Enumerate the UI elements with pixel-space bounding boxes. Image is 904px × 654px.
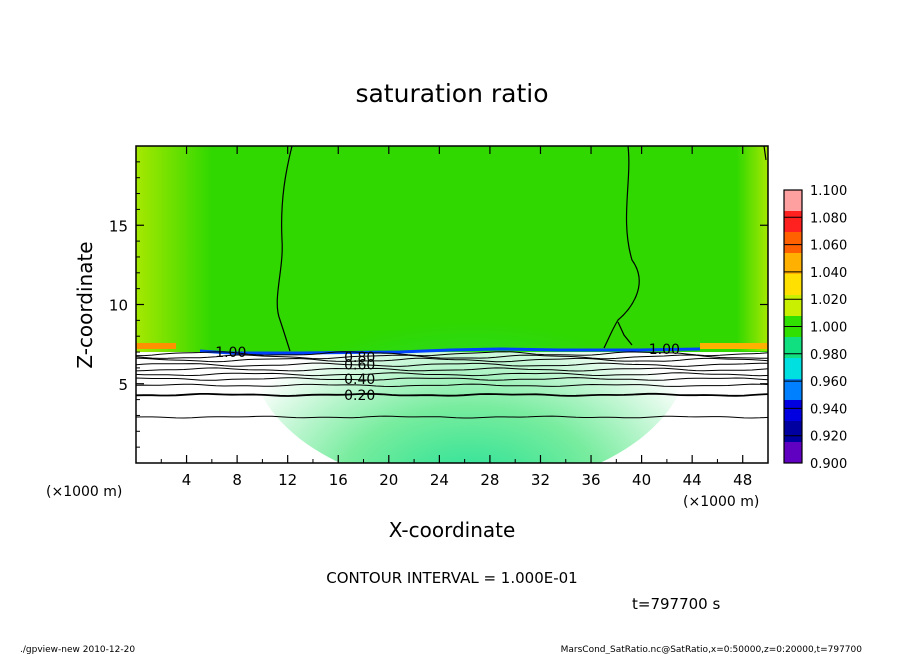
chart-title: saturation ratio [355, 79, 548, 108]
y-tick-label-10: 10 [109, 297, 128, 315]
colorbar-swatch-1 [784, 211, 802, 233]
time-stamp: t=797700 s [632, 595, 720, 613]
contour-line-z-6.7 [136, 354, 768, 360]
colorbar-label-0: 1.100 [810, 184, 847, 199]
contour-line-z-6.9 [136, 351, 768, 357]
x-tick-label-4: 4 [182, 471, 192, 489]
colorbar-swatch-7 [784, 337, 802, 359]
contour-label-0: 1.00 [215, 345, 246, 361]
x-tick-label-24: 24 [430, 471, 449, 489]
colorbar-swatch-10 [784, 400, 802, 422]
x-tick-label-28: 28 [480, 471, 499, 489]
contour-label-1: 1.00 [649, 342, 680, 358]
contour-interval: CONTOUR INTERVAL = 1.000E-01 [326, 569, 577, 587]
colorbar-swatch-12 [784, 442, 802, 464]
colorbar-swatch-4 [784, 274, 802, 296]
colorbar: 1.100 1.080 1.060 1.040 1.020 1.000 0.980 0.960… [783, 184, 847, 472]
x-tick-label-48: 48 [733, 471, 752, 489]
x-tick-label-12: 12 [278, 471, 297, 489]
colorbar-swatch-3 [784, 253, 802, 275]
contour-lines [136, 351, 768, 419]
contour-label-5: 0.20 [344, 388, 375, 404]
colorbar-label-6: 0.980 [810, 348, 847, 363]
contour-line-z-5.9 [136, 367, 768, 372]
contour-line-edge [763, 146, 767, 161]
contour-line-z-4.9 [136, 383, 768, 388]
right-edge-high-band [700, 343, 768, 349]
contour-line-1-left [276, 146, 293, 352]
y-tick-label-5: 5 [118, 376, 128, 394]
colorbar-label-8: 0.940 [810, 402, 847, 417]
contour-line-z-6.5 [136, 357, 768, 363]
contour-label-2: 0.80 [344, 350, 375, 366]
contour-line-spike [617, 321, 633, 346]
colorbar-label-2: 1.060 [810, 239, 847, 254]
contour-line-z-5.3 [136, 377, 768, 381]
colorbar-label-5: 1.000 [810, 321, 847, 336]
plot-area [136, 146, 768, 463]
footer-left: ./gpview-new 2010-12-20 [20, 645, 135, 654]
blue-boundary-band [199, 347, 701, 355]
colorbar-label-4: 1.020 [810, 293, 847, 308]
contour-line-z-4.3 [136, 392, 768, 397]
contour-line-z-5.6 [136, 372, 768, 377]
x-axis-label: X-coordinate [389, 518, 516, 542]
contour-label-3: 0.60 [344, 358, 375, 374]
center-undersaturated-region [250, 210, 690, 463]
colorbar-label-3: 1.040 [810, 266, 847, 281]
footer-right: MarsCond_SatRatio.nc@SatRatio,x=0:50000,… [561, 645, 863, 654]
left-edge-high-band [136, 343, 176, 349]
colorbar-label-9: 0.920 [810, 430, 847, 445]
contour-line-1-right [603, 146, 640, 349]
x-tick-label-8: 8 [232, 471, 242, 489]
y-tick-label-15: 15 [109, 217, 128, 235]
x-tick-label-36: 36 [581, 471, 600, 489]
colorbar-swatch-5 [784, 295, 802, 317]
x-tick-label-40: 40 [632, 471, 651, 489]
contour-labels: 1.00 1.00 0.800.600.400.20 [215, 342, 680, 404]
x-tick-label-44: 44 [683, 471, 702, 489]
colorbar-swatch-11 [784, 421, 802, 443]
x-tick-label-16: 16 [329, 471, 348, 489]
y-axis-label: Z-coordinate [73, 241, 97, 368]
contour-label-4: 0.40 [344, 372, 375, 388]
contour-line-z-2.9 [136, 415, 768, 419]
colorbar-swatch-9 [784, 379, 802, 401]
x-tick-label-20: 20 [379, 471, 398, 489]
colorbar-label-1: 1.080 [810, 211, 847, 226]
x-tick-label-32: 32 [531, 471, 550, 489]
contour-line-z-6.2 [136, 362, 768, 367]
x-unit-right: (×1000 m) [683, 494, 759, 510]
colorbar-swatch-2 [784, 232, 802, 254]
colorbar-swatch-8 [784, 358, 802, 380]
colorbar-swatch-0 [784, 190, 802, 212]
x-unit-left: (×1000 m) [46, 484, 122, 500]
colorbar-label-7: 0.960 [810, 375, 847, 390]
colorbar-label-10: 0.900 [810, 457, 847, 472]
